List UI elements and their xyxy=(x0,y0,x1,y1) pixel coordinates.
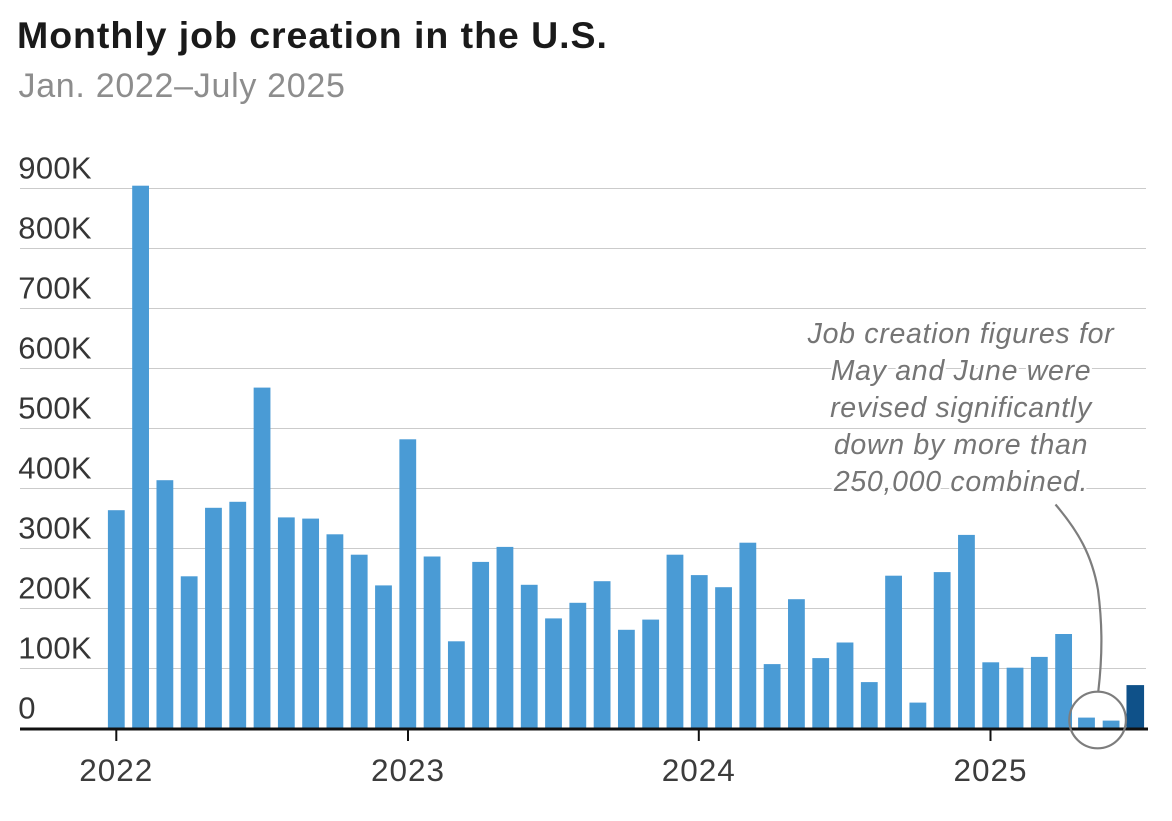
svg-text:Jan. 2022–July 2025: Jan. 2022–July 2025 xyxy=(19,67,346,105)
svg-text:700K: 700K xyxy=(18,271,92,306)
svg-text:May and June were: May and June were xyxy=(831,355,1092,387)
svg-text:2023: 2023 xyxy=(371,752,445,788)
svg-text:Job creation figures for: Job creation figures for xyxy=(807,318,1116,350)
svg-text:800K: 800K xyxy=(18,211,92,246)
svg-text:2025: 2025 xyxy=(953,752,1027,788)
svg-text:revised significantly: revised significantly xyxy=(830,392,1093,424)
svg-text:2024: 2024 xyxy=(662,752,736,788)
svg-text:Monthly job creation in the U.: Monthly job creation in the U.S. xyxy=(17,14,608,56)
svg-text:down by more than: down by more than xyxy=(834,429,1088,461)
svg-text:100K: 100K xyxy=(18,631,92,666)
svg-text:2022: 2022 xyxy=(79,752,153,788)
svg-text:300K: 300K xyxy=(18,511,92,546)
svg-text:0: 0 xyxy=(18,691,35,726)
svg-text:250,000 combined.: 250,000 combined. xyxy=(833,466,1088,498)
svg-text:200K: 200K xyxy=(18,571,92,606)
svg-text:600K: 600K xyxy=(18,331,92,366)
svg-text:400K: 400K xyxy=(18,451,92,486)
svg-text:500K: 500K xyxy=(18,391,92,426)
svg-text:900K: 900K xyxy=(18,151,92,186)
